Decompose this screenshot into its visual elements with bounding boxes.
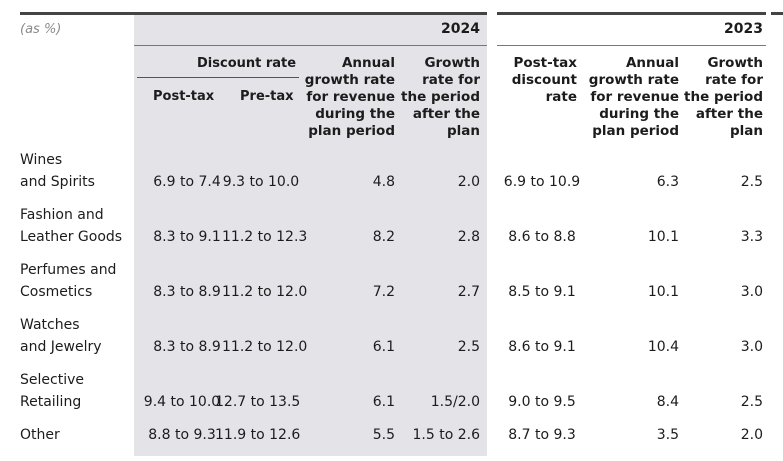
cell-post-tax: 6.9 to 7.4 <box>153 174 221 190</box>
annual-growth-header-line: during the <box>315 106 395 122</box>
cell-pre-tax: 11.9 to 12.6 <box>215 427 301 443</box>
post-tax-discount-header-line: rate <box>545 89 577 105</box>
row-label-line1: Wines <box>20 152 63 168</box>
cell-annual-growth: 8.2 <box>372 229 395 245</box>
unit-note: (as %) <box>20 22 62 37</box>
annual-growth-header-line: for revenue <box>306 89 395 105</box>
annual-growth-2023-header-line: Annual <box>625 55 679 71</box>
cell-pre-tax: 12.7 to 13.5 <box>215 394 301 410</box>
cell-growth-after-2023: 2.5 <box>740 394 763 410</box>
growth-after-2023-header-line: the period <box>684 89 763 105</box>
post-tax-discount-header-2023: Post-tax discount rate <box>500 55 577 106</box>
annual-growth-header-line: growth rate <box>304 72 395 88</box>
top-rule-right <box>497 12 766 15</box>
cell-annual-growth-2023: 10.1 <box>647 229 679 245</box>
row-label-line2: and Jewelry <box>20 339 102 355</box>
cell-annual-growth-2023: 8.4 <box>656 394 679 410</box>
cell-post-tax: 8.8 to 9.3 <box>148 427 216 443</box>
post-tax-discount-header-line: Post-tax <box>513 55 577 71</box>
cell-pre-tax: 11.2 to 12.0 <box>222 339 308 355</box>
row-label-line1: Watches <box>20 317 80 333</box>
cell-post-tax: 9.4 to 10.0 <box>143 394 221 410</box>
cell-growth-after-2023: 3.0 <box>740 284 763 300</box>
cell-post-tax-2023: 6.9 to 10.9 <box>503 174 581 190</box>
cell-growth-after: 2.5 <box>457 339 480 355</box>
cell-annual-growth: 6.1 <box>372 339 395 355</box>
growth-after-header-2023: Growth rate for the period after the pla… <box>678 55 763 140</box>
cell-growth-after-2023: 3.0 <box>740 339 763 355</box>
year-2023-header: 2023 <box>724 21 763 37</box>
cell-post-tax: 8.3 to 8.9 <box>153 339 221 355</box>
cell-post-tax: 8.3 to 9.1 <box>153 229 221 245</box>
cell-annual-growth: 5.5 <box>372 427 395 443</box>
row-label-line1: Fashion and <box>20 207 104 223</box>
cell-growth-after-2023: 3.3 <box>740 229 763 245</box>
cell-annual-growth-2023: 10.1 <box>647 284 679 300</box>
row-label-line1: Selective <box>20 372 84 388</box>
growth-after-header: Growth rate for the period after the pla… <box>395 55 480 140</box>
row-label-line2: Leather Goods <box>20 229 123 245</box>
top-rule-edge <box>771 12 783 15</box>
cell-pre-tax: 9.3 to 10.0 <box>222 174 300 190</box>
growth-after-header-line: after the <box>412 106 480 122</box>
top-rule-left <box>20 12 487 15</box>
annual-growth-2023-header-line: for revenue <box>590 89 679 105</box>
post-tax-header: Post-tax <box>153 89 215 104</box>
cell-post-tax-2023: 8.5 to 9.1 <box>508 284 576 300</box>
year-2023-underline <box>497 45 766 46</box>
post-tax-discount-header-line: discount <box>511 72 577 88</box>
row-label-line2: Cosmetics <box>20 284 93 300</box>
cell-pre-tax: 11.2 to 12.0 <box>222 284 308 300</box>
row-label-line2: and Spirits <box>20 174 95 190</box>
annual-growth-header-line: plan period <box>308 123 395 139</box>
growth-after-header-line: rate for <box>422 72 480 88</box>
cell-annual-growth-2023: 10.4 <box>647 339 679 355</box>
growth-after-2023-header-line: after the <box>695 106 763 122</box>
discount-rate-header: Discount rate <box>197 56 297 71</box>
row-label-line1: Perfumes and <box>20 262 117 278</box>
annual-growth-2023-header-line: growth rate <box>588 72 679 88</box>
annual-growth-header-2023: Annual growth rate for revenue during th… <box>575 55 679 140</box>
annual-growth-header-line: Annual <box>341 55 395 71</box>
cell-post-tax-2023: 8.7 to 9.3 <box>508 427 576 443</box>
year-2024-underline <box>134 45 487 46</box>
discount-rate-underline <box>137 77 299 78</box>
cell-growth-after-2023: 2.5 <box>740 174 763 190</box>
cell-annual-growth: 4.8 <box>372 174 395 190</box>
growth-after-header-line: Growth <box>424 55 480 71</box>
cell-annual-growth: 7.2 <box>372 284 395 300</box>
annual-growth-header: Annual growth rate for revenue during th… <box>290 55 395 140</box>
cell-pre-tax: 11.2 to 12.3 <box>222 229 308 245</box>
cell-post-tax-2023: 9.0 to 9.5 <box>508 394 576 410</box>
annual-growth-2023-header-line: during the <box>599 106 679 122</box>
cell-annual-growth: 6.1 <box>372 394 395 410</box>
cell-annual-growth-2023: 6.3 <box>656 174 679 190</box>
growth-after-2023-header-line: plan <box>729 123 763 139</box>
cell-annual-growth-2023: 3.5 <box>656 427 679 443</box>
cell-growth-after: 2.0 <box>457 174 480 190</box>
cell-post-tax-2023: 8.6 to 8.8 <box>508 229 576 245</box>
cell-growth-after: 2.8 <box>457 229 480 245</box>
growth-after-2023-header-line: Growth <box>707 55 763 71</box>
row-label-line2: Retailing <box>20 394 82 410</box>
year-2024-shaded-block <box>134 15 487 456</box>
cell-growth-after: 1.5/2.0 <box>430 394 480 410</box>
cell-post-tax: 8.3 to 8.9 <box>153 284 221 300</box>
cell-post-tax-2023: 8.6 to 9.1 <box>508 339 576 355</box>
growth-after-2023-header-line: rate for <box>705 72 763 88</box>
year-2024-header: 2024 <box>441 21 480 37</box>
pre-tax-header: Pre-tax <box>240 89 294 104</box>
cell-growth-after-2023: 2.0 <box>740 427 763 443</box>
cell-growth-after: 1.5 to 2.6 <box>412 427 480 443</box>
growth-after-header-line: plan <box>446 123 480 139</box>
growth-after-header-line: the period <box>401 89 480 105</box>
cell-growth-after: 2.7 <box>457 284 480 300</box>
row-label-line1: Other <box>20 427 60 443</box>
annual-growth-2023-header-line: plan period <box>592 123 679 139</box>
